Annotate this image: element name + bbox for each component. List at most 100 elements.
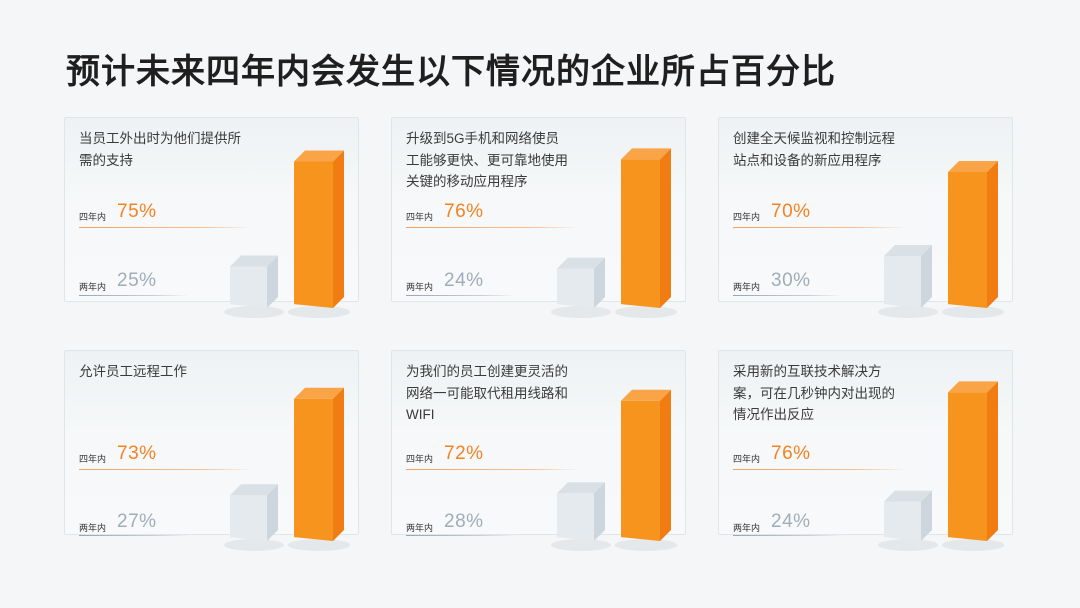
bar-four-years-top	[948, 161, 998, 172]
bar-four-years-top	[294, 387, 344, 399]
stat-card: 允许员工远程工作 四年内 73% 两年内 27%	[64, 350, 359, 551]
bar-two-years-shadow	[551, 306, 611, 318]
bar-chart	[224, 150, 351, 318]
two-years-divider	[406, 295, 516, 296]
bar-two-years-side	[921, 490, 932, 541]
stat-card: 当员工外出时为他们提供所需的支持 四年内 75% 两年内 25%	[64, 117, 359, 318]
bar-two-years-front	[884, 256, 921, 308]
bar-two-years-top	[884, 245, 932, 256]
bar-chart	[551, 389, 678, 551]
bar-four-years-side	[333, 387, 344, 541]
bar-two-years-side	[594, 482, 605, 541]
four-years-label: 四年内	[733, 212, 761, 222]
bar-two-years	[878, 245, 938, 318]
bar-four-years	[614, 148, 678, 318]
stat-card: 升级到5G手机和网络使员工能够更快、更可靠地使用关键的移动应用程序 四年内 76…	[391, 117, 686, 318]
bar-two-years	[551, 257, 611, 318]
two-years-label: 两年内	[79, 282, 107, 292]
two-years-divider	[79, 535, 189, 536]
bar-four-years-side	[333, 150, 344, 308]
bar-four-years-shadow	[287, 539, 351, 551]
bar-chart	[224, 387, 351, 551]
bar-four-years-top	[294, 150, 344, 162]
bar-chart	[551, 148, 678, 318]
four-years-divider	[406, 227, 581, 228]
bar-two-years-front	[230, 495, 267, 541]
bar-two-years-front	[557, 493, 594, 541]
bar-two-years	[551, 482, 611, 551]
bar-four-years	[287, 150, 351, 318]
bar-four-years-top	[948, 381, 998, 393]
bar-four-years-front	[621, 400, 660, 541]
bar-four-years-side	[660, 148, 671, 308]
bar-four-years-side	[987, 381, 998, 541]
bar-four-years-shadow	[614, 539, 678, 551]
two-years-value: 30%	[771, 270, 811, 291]
bar-two-years-shadow	[224, 306, 284, 318]
two-years-value: 28%	[444, 511, 484, 532]
four-years-value: 76%	[444, 201, 484, 222]
card-description: 为我们的员工创建更灵活的网络一可能取代租用线路和WIFI	[406, 364, 568, 422]
four-years-value: 72%	[444, 443, 484, 464]
four-years-divider	[79, 469, 254, 470]
four-years-divider	[406, 469, 581, 470]
two-years-divider	[733, 295, 843, 296]
bar-four-years-front	[948, 392, 987, 541]
bar-four-years-shadow	[941, 306, 1005, 318]
bar-four-years-top	[621, 148, 671, 160]
four-years-divider	[733, 469, 908, 470]
four-years-value: 75%	[117, 201, 157, 222]
bar-four-years	[941, 381, 1005, 551]
stat-card: 采用新的互联技术解决方案，可在几秒钟内对出现的情况作出反应 四年内 76% 两年…	[718, 350, 1013, 551]
bar-four-years	[287, 387, 351, 551]
bar-four-years-shadow	[614, 306, 678, 318]
four-years-value: 73%	[117, 443, 157, 464]
two-years-label: 两年内	[406, 523, 434, 533]
bar-four-years-side	[987, 161, 998, 308]
card-description: 升级到5G手机和网络使员工能够更快、更可靠地使用关键的移动应用程序	[406, 131, 568, 189]
bar-two-years-top	[230, 484, 278, 496]
bar-two-years-top	[230, 255, 278, 267]
four-years-label: 四年内	[406, 212, 434, 222]
bar-four-years-front	[621, 159, 660, 308]
stat-card: 创建全天候监视和控制远程站点和设备的新应用程序 四年内 70% 两年内 30%	[718, 117, 1013, 318]
bar-two-years-top	[557, 482, 605, 494]
bar-four-years-front	[948, 172, 987, 308]
bar-two-years-side	[594, 257, 605, 308]
bar-four-years	[941, 161, 1005, 318]
four-years-label: 四年内	[79, 212, 107, 222]
bar-two-years-shadow	[878, 306, 938, 318]
four-years-label: 四年内	[79, 454, 107, 464]
two-years-label: 两年内	[79, 523, 107, 533]
two-years-value: 24%	[771, 511, 811, 532]
bar-two-years	[224, 484, 284, 551]
bar-two-years	[878, 490, 938, 551]
bar-two-years-shadow	[878, 539, 938, 551]
bar-chart	[878, 381, 1005, 551]
stat-card: 为我们的员工创建更灵活的网络一可能取代租用线路和WIFI 四年内 72% 两年内…	[391, 350, 686, 551]
two-years-label: 两年内	[406, 282, 434, 292]
four-years-label: 四年内	[733, 454, 761, 464]
page-title: 预计未来四年内会发生以下情况的企业所占百分比	[66, 53, 836, 91]
four-years-divider	[733, 227, 908, 228]
bar-two-years-shadow	[224, 539, 284, 551]
two-years-label: 两年内	[733, 523, 761, 533]
bar-two-years-side	[267, 255, 278, 308]
card-description: 采用新的互联技术解决方案，可在几秒钟内对出现的情况作出反应	[733, 364, 895, 422]
bar-two-years-top	[557, 257, 605, 269]
two-years-divider	[79, 295, 189, 296]
bar-two-years	[224, 255, 284, 318]
two-years-divider	[406, 535, 516, 536]
card-description: 当员工外出时为他们提供所需的支持	[79, 131, 241, 168]
bar-two-years-side	[921, 245, 932, 308]
bar-four-years-top	[621, 389, 671, 401]
four-years-label: 四年内	[406, 454, 434, 464]
bar-four-years-front	[294, 398, 333, 541]
four-years-value: 76%	[771, 443, 811, 464]
bar-four-years-shadow	[941, 539, 1005, 551]
two-years-value: 24%	[444, 270, 484, 291]
card-description: 允许员工远程工作	[79, 364, 187, 379]
card-description: 创建全天候监视和控制远程站点和设备的新应用程序	[733, 131, 895, 168]
bar-two-years-front	[884, 501, 921, 541]
two-years-divider	[733, 535, 843, 536]
